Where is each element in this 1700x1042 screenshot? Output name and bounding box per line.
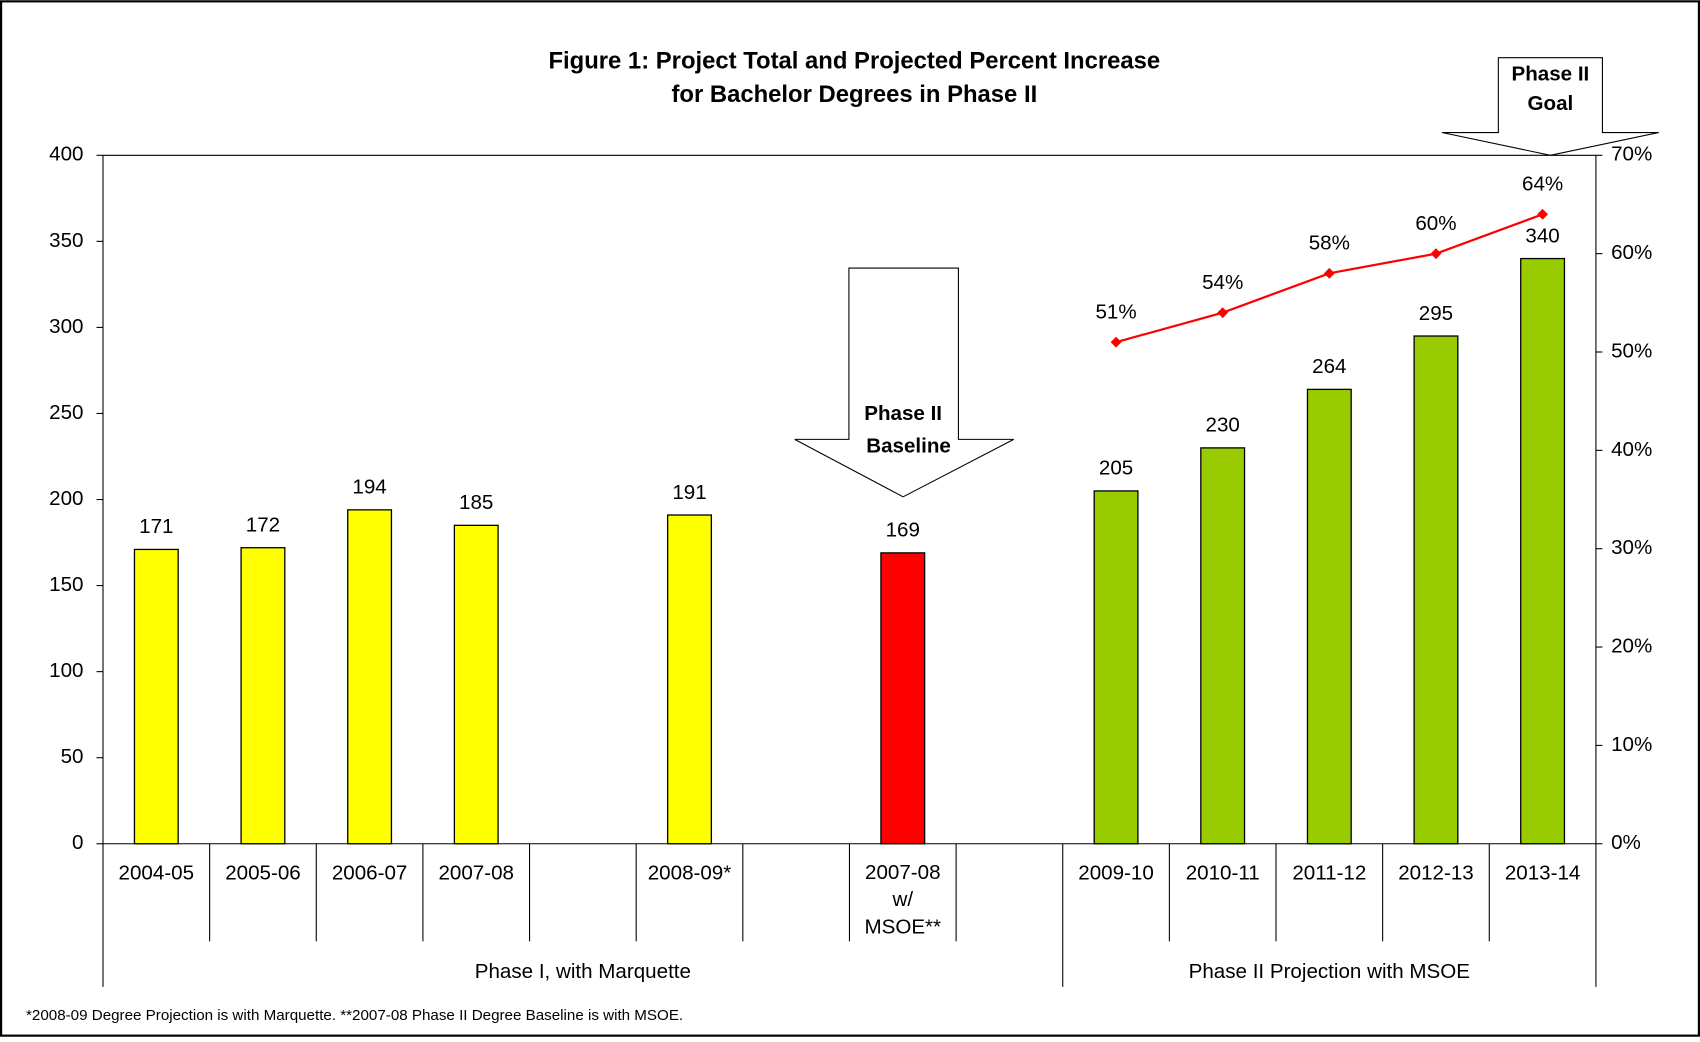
y2-tick-label: 10% — [1611, 733, 1652, 756]
x-tick-label: 2010-11 — [1186, 862, 1260, 885]
bar — [1414, 336, 1458, 844]
value-label: 205 — [1099, 457, 1133, 480]
footnote: *2008-09 Degree Projection is with Marqu… — [26, 1007, 683, 1024]
bar — [1521, 259, 1565, 844]
value-label: 172 — [246, 513, 280, 536]
y-tick-label: 300 — [49, 315, 83, 338]
annotation: Phase II — [1511, 63, 1589, 86]
annotation: Goal — [1528, 92, 1574, 115]
value-label: 169 — [886, 519, 920, 542]
x-tick-label: 2004-05 — [119, 862, 195, 885]
bar — [134, 549, 178, 843]
y2-tick-label: 50% — [1611, 339, 1652, 362]
x-tick-label: 2007-08 — [438, 862, 514, 885]
value-label: 295 — [1419, 302, 1453, 325]
y2-tick-label: 60% — [1611, 241, 1652, 264]
y-tick-label: 50 — [61, 745, 84, 768]
chart-title: Figure 1: Project Total and Projected Pe… — [548, 47, 1160, 74]
bar — [1307, 389, 1351, 843]
y2-tick-label: 20% — [1611, 634, 1652, 657]
bar — [1094, 491, 1138, 844]
value-label: 191 — [672, 481, 706, 504]
x-tick-label: 2006-07 — [332, 862, 408, 885]
value-label: 340 — [1525, 224, 1559, 247]
group-label: Phase I, with Marquette — [475, 960, 691, 983]
x-tick-label: 2008-09* — [648, 862, 732, 885]
y-tick-label: 150 — [49, 573, 83, 596]
bar — [1201, 448, 1245, 844]
x-tick-label: 2009-10 — [1078, 862, 1154, 885]
line-value-label: 64% — [1522, 172, 1563, 195]
y-tick-label: 0 — [72, 831, 83, 854]
x-tick-label: 2013-14 — [1505, 862, 1581, 885]
annotation: Baseline — [866, 434, 951, 457]
bar — [668, 515, 712, 844]
value-label: 230 — [1206, 414, 1240, 437]
line-value-label: 54% — [1202, 271, 1243, 294]
x-tick-label: 2011-12 — [1292, 862, 1366, 885]
y2-tick-label: 30% — [1611, 536, 1652, 559]
value-label: 194 — [352, 476, 386, 499]
y2-tick-label: 70% — [1611, 143, 1652, 166]
chart-title: for Bachelor Degrees in Phase II — [671, 81, 1037, 108]
y-tick-label: 100 — [49, 659, 83, 682]
line-value-label: 51% — [1095, 300, 1136, 323]
value-label: 171 — [139, 515, 173, 538]
bar — [348, 510, 392, 844]
y2-tick-label: 40% — [1611, 438, 1652, 461]
bar — [241, 548, 285, 844]
value-label: 185 — [459, 491, 493, 514]
annotation: Phase II — [864, 402, 942, 425]
bar — [454, 525, 498, 843]
y2-tick-label: 0% — [1611, 831, 1641, 854]
y-tick-label: 200 — [49, 487, 83, 510]
bar — [881, 553, 925, 844]
line-value-label: 58% — [1309, 231, 1350, 254]
value-label: 264 — [1312, 355, 1346, 378]
group-label: Phase II Projection with MSOE — [1189, 960, 1470, 983]
x-tick-label: 2005-06 — [225, 862, 301, 885]
chart: Figure 1: Project Total and Projected Pe… — [0, 0, 1700, 1037]
line-value-label: 60% — [1415, 212, 1456, 235]
y-tick-label: 400 — [49, 143, 83, 166]
y-tick-label: 350 — [49, 229, 83, 252]
x-tick-label: 2012-13 — [1398, 862, 1474, 885]
y-tick-label: 250 — [49, 401, 83, 424]
